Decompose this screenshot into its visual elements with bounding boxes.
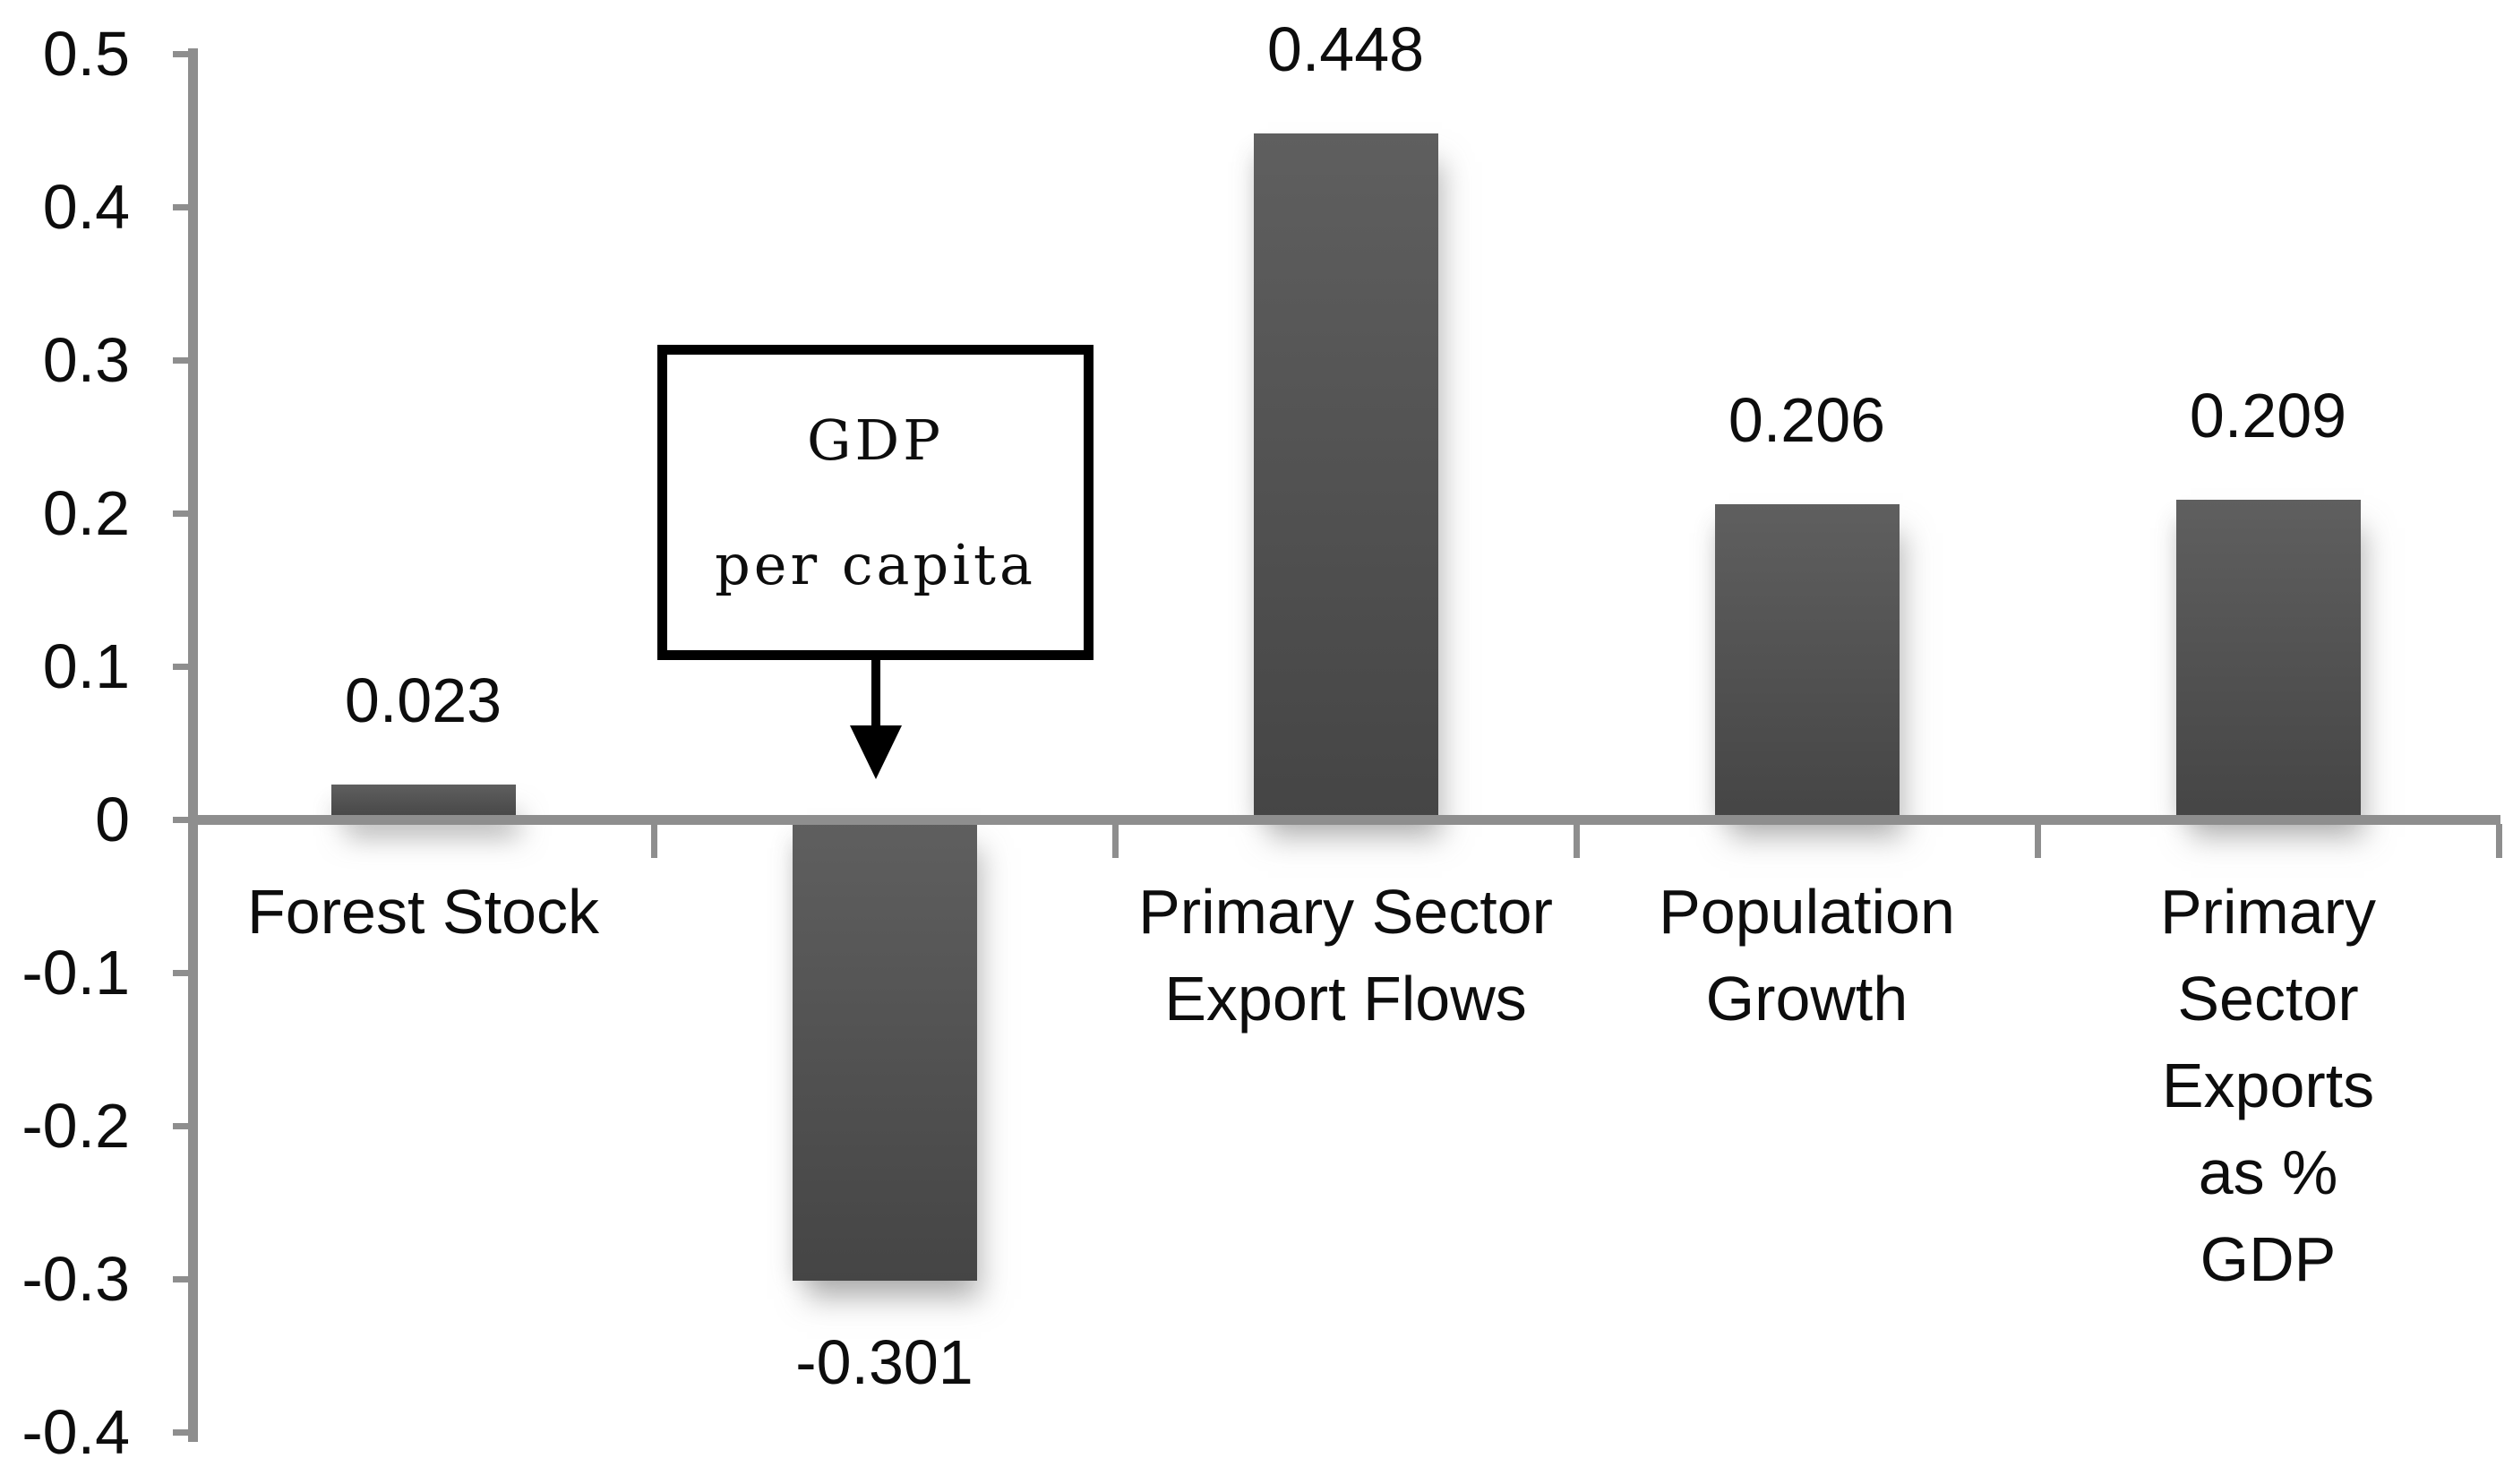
gdp-per-capita-annotation-box: GDP per capita (657, 345, 1094, 660)
value-label-primary-sector-exports-as-gdp: 0.209 (2189, 380, 2347, 450)
y-axis-tick-label: 0.2 (42, 478, 130, 548)
value-label-forest-stock: 0.023 (344, 665, 502, 735)
bar-population-growth (1714, 503, 1900, 819)
bar-gdp-per-capita (792, 819, 977, 1281)
category-label-forest-stock: Forest Stock (247, 877, 599, 947)
x-axis-tick-mark (1573, 824, 1580, 858)
x-axis-tick-mark (189, 824, 196, 858)
y-axis-tick-mark (173, 1275, 193, 1282)
category-label-primary-sector-export-flows: Primary Sector Export Flows (1138, 877, 1553, 1034)
x-axis-tick-mark (1111, 824, 1119, 858)
annotation-arrow-head (850, 725, 902, 779)
category-label-population-growth: Population Growth (1659, 877, 1955, 1034)
x-axis-tick-mark (2495, 824, 2502, 858)
value-label-population-growth: 0.206 (1728, 384, 1886, 455)
annotation-line-2: per capita (715, 532, 1036, 597)
y-axis-tick-label: -0.3 (21, 1244, 130, 1314)
y-axis-tick-label: 0.5 (42, 19, 130, 89)
y-axis-tick-mark (173, 1122, 193, 1129)
y-axis-tick-label: 0.3 (42, 325, 130, 395)
y-axis-tick-label: -0.1 (21, 938, 130, 1008)
y-axis-tick-label: -0.4 (21, 1397, 130, 1467)
y-axis-line (188, 48, 198, 1442)
bar-primary-sector-exports-as-gdp (2175, 499, 2361, 819)
x-axis-tick-mark (2034, 824, 2041, 858)
y-axis-tick-mark (173, 1428, 193, 1436)
y-axis-tick-mark (173, 663, 193, 670)
y-axis-tick-mark (173, 969, 193, 976)
y-axis-tick-mark (173, 203, 193, 210)
y-axis-tick-label: -0.2 (21, 1091, 130, 1161)
x-axis-tick-mark (650, 824, 657, 858)
value-label-gdp-per-capita: -0.301 (795, 1326, 973, 1397)
bar-primary-sector-export-flows (1253, 133, 1438, 819)
y-axis-tick-mark (173, 510, 193, 517)
category-label-primary-sector-exports-as-gdp: Primary Sector Exports as % GDP (2159, 877, 2377, 1294)
y-axis-tick-mark (173, 50, 193, 57)
y-axis-tick-mark (173, 356, 193, 364)
x-axis-line (188, 815, 2500, 825)
bar-forest-stock (330, 784, 516, 819)
annotation-line-1: GDP (807, 407, 944, 473)
value-label-primary-sector-export-flows: 0.448 (1266, 13, 1425, 84)
y-axis-tick-label: 0.1 (42, 631, 130, 701)
annotation-arrow-shaft (871, 660, 880, 730)
y-axis-tick-label: 0.4 (42, 172, 130, 242)
y-axis-tick-mark (173, 816, 193, 823)
y-axis-tick-label: 0 (95, 785, 130, 854)
